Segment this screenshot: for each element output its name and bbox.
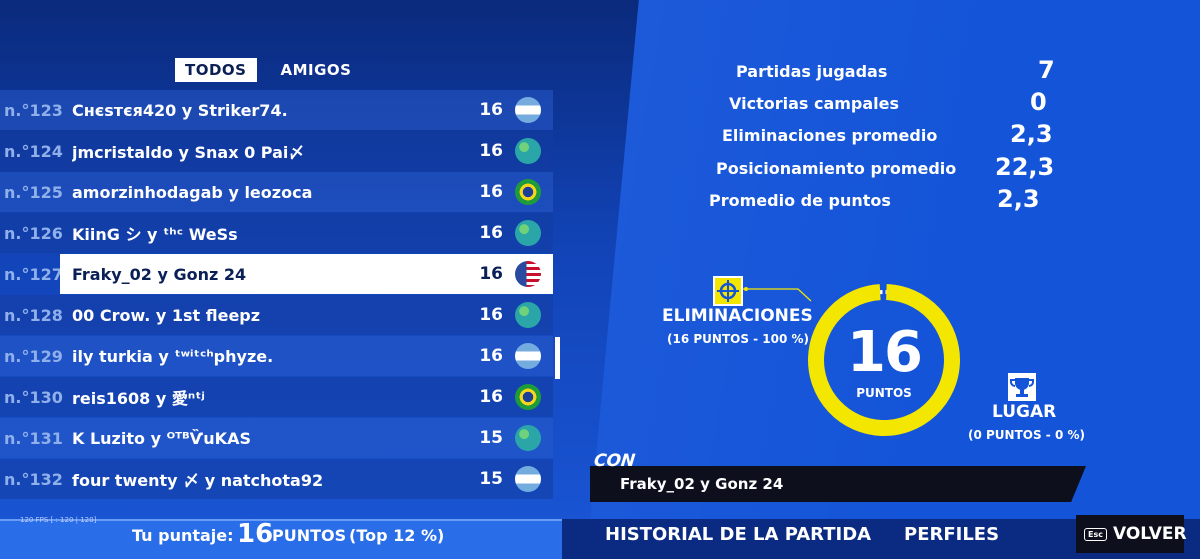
leaderboard-row[interactable]: n.°129 ily turkia y ᵗʷⁱᵗᶜʰphyze. 16 bbox=[0, 336, 553, 376]
leaderboard-row[interactable]: n.°125 amorzinhodagab y leozoca 16 bbox=[0, 172, 553, 212]
row-names: KiinG シ y ᵗʰᶜ WeSs bbox=[72, 225, 238, 244]
leaderboard-list[interactable]: n.°123 Снєѕтєя420 y Striker74. 16 n.°124 jmc… bbox=[0, 90, 560, 520]
stat-label: Posicionamiento promedio bbox=[716, 159, 957, 178]
row-names: Снєѕтєя420 y Striker74. bbox=[72, 100, 288, 120]
argentina-flag-icon bbox=[515, 466, 541, 492]
row-names: amorzinhodagab y leozoca bbox=[72, 182, 313, 202]
row-points: 16 bbox=[479, 346, 503, 366]
brazil-flag-icon bbox=[515, 384, 541, 410]
brazil-flag-icon bbox=[515, 179, 541, 205]
stat-value: 22,3 bbox=[995, 153, 1055, 181]
globe-icon bbox=[515, 302, 541, 328]
leaderboard-row[interactable]: n.°124 jmcristaldo y Snax 0 Pai〆 16 bbox=[0, 131, 553, 171]
argentina-flag-icon bbox=[515, 97, 541, 123]
row-names: four twenty 〆 y natchota92 bbox=[72, 471, 324, 490]
globe-icon bbox=[515, 220, 541, 246]
placement-sub: (0 PUNTOS - 0 %) bbox=[968, 428, 1085, 442]
back-button-label: VOLVER bbox=[1112, 524, 1187, 544]
crosshair-icon bbox=[713, 276, 743, 306]
total-points: 16 bbox=[847, 320, 923, 385]
row-names: K Luzito y ᴼᵀᴮѶuKAS bbox=[72, 428, 251, 448]
leaderboard-row[interactable]: n.°132 four twenty 〆 y natchota92 15 bbox=[0, 459, 553, 499]
stat-label: Partidas jugadas bbox=[736, 62, 888, 81]
row-names: ily turkia y ᵗʷⁱᵗᶜʰphyze. bbox=[72, 346, 274, 366]
row-points: 16 bbox=[479, 223, 503, 243]
row-rank: n.°130 bbox=[4, 387, 63, 407]
row-rank: n.°126 bbox=[4, 223, 63, 243]
row-points: 16 bbox=[479, 387, 503, 407]
teammates-names: Fraky_02 y Gonz 24 bbox=[620, 475, 784, 493]
ring-fill bbox=[808, 284, 960, 436]
row-names: jmcristaldo y Snax 0 Pai〆 bbox=[72, 143, 305, 162]
back-button[interactable]: Esc VOLVER bbox=[1076, 515, 1187, 553]
row-rank: n.°125 bbox=[4, 182, 63, 202]
usa-flag-icon bbox=[515, 261, 541, 287]
leaderboard-row[interactable]: n.°123 Снєѕтєя420 y Striker74. 16 bbox=[0, 90, 553, 130]
score-unit: PUNTOS bbox=[272, 526, 347, 545]
stats-panel bbox=[590, 0, 1200, 520]
row-points: 15 bbox=[479, 428, 503, 448]
fps-counter: 120 FPS [ : 120 | 120] bbox=[20, 516, 97, 524]
stat-value: 0 bbox=[1030, 88, 1047, 116]
leaderboard-row[interactable]: n.°126 KiinG シ y ᵗʰᶜ WeSs 16 bbox=[0, 213, 553, 253]
row-rank: n.°132 bbox=[4, 469, 63, 489]
row-points: 16 bbox=[479, 264, 503, 284]
row-rank: n.°127 bbox=[4, 264, 63, 284]
row-points: 15 bbox=[479, 469, 503, 489]
row-names: 00 Crow. y 1st fleepz bbox=[72, 305, 261, 325]
stat-label: Eliminaciones promedio bbox=[722, 126, 938, 145]
stat-value: 7 bbox=[1038, 56, 1055, 84]
leaderboard-row[interactable]: n.°131 K Luzito y ᴼᵀᴮѶuKAS 15 bbox=[0, 418, 553, 458]
score-label: Tu puntaje: bbox=[132, 526, 234, 545]
stat-value: 2,3 bbox=[997, 185, 1040, 213]
stat-label: Promedio de puntos bbox=[709, 191, 891, 210]
teammates-label: CON bbox=[592, 451, 637, 471]
highlight-bar bbox=[60, 254, 553, 294]
row-points: 16 bbox=[479, 305, 503, 325]
row-rank: n.°123 bbox=[4, 100, 63, 120]
trophy-icon bbox=[1008, 373, 1036, 401]
points-ring: 16 PUNTOS bbox=[806, 282, 962, 438]
score-top-percent: (Top 12 %) bbox=[349, 526, 445, 545]
elim-connector bbox=[743, 287, 812, 302]
score-bar bbox=[0, 519, 562, 559]
row-points: 16 bbox=[479, 141, 503, 161]
tab-todos[interactable]: TODOS bbox=[175, 58, 257, 82]
argentina-flag-icon bbox=[515, 343, 541, 369]
row-rank: n.°131 bbox=[4, 428, 63, 448]
score-value: 16 bbox=[237, 519, 274, 549]
placement-label: LUGAR bbox=[992, 402, 1057, 422]
esc-key-icon: Esc bbox=[1084, 527, 1107, 541]
globe-icon bbox=[515, 425, 541, 451]
row-rank: n.°129 bbox=[4, 346, 63, 366]
match-history-button[interactable]: HISTORIAL DE LA PARTIDA bbox=[605, 524, 872, 545]
leaderboard-row[interactable]: n.°127 Fraky_02 y Gonz 24 16 bbox=[0, 254, 553, 294]
stat-label: Victorias campales bbox=[729, 94, 900, 113]
leaderboard-row[interactable]: n.°130 reis1608 y 愛ⁿᵗʲ 16 bbox=[0, 377, 553, 417]
profiles-button[interactable]: PERFILES bbox=[904, 524, 1000, 545]
row-points: 16 bbox=[479, 182, 503, 202]
eliminations-label: ELIMINACIONES bbox=[662, 306, 813, 326]
row-names: Fraky_02 y Gonz 24 bbox=[72, 264, 247, 284]
tab-amigos[interactable]: AMIGOS bbox=[280, 61, 352, 79]
globe-icon bbox=[515, 138, 541, 164]
teammates-box bbox=[590, 466, 1086, 502]
stat-value: 2,3 bbox=[1010, 120, 1053, 148]
row-rank: n.°124 bbox=[4, 141, 63, 161]
row-points: 16 bbox=[479, 100, 503, 120]
row-rank: n.°128 bbox=[4, 305, 63, 325]
eliminations-sub: (16 PUNTOS - 100 %) bbox=[667, 332, 810, 346]
leaderboard-scrollbar[interactable] bbox=[555, 337, 560, 379]
leaderboard-row[interactable]: n.°128 00 Crow. y 1st fleepz 16 bbox=[0, 295, 553, 335]
row-names: reis1608 y 愛ⁿᵗʲ bbox=[72, 389, 205, 408]
leaderboard-tabs: TODOS AMIGOS bbox=[175, 58, 361, 82]
total-points-unit: PUNTOS bbox=[856, 386, 912, 400]
